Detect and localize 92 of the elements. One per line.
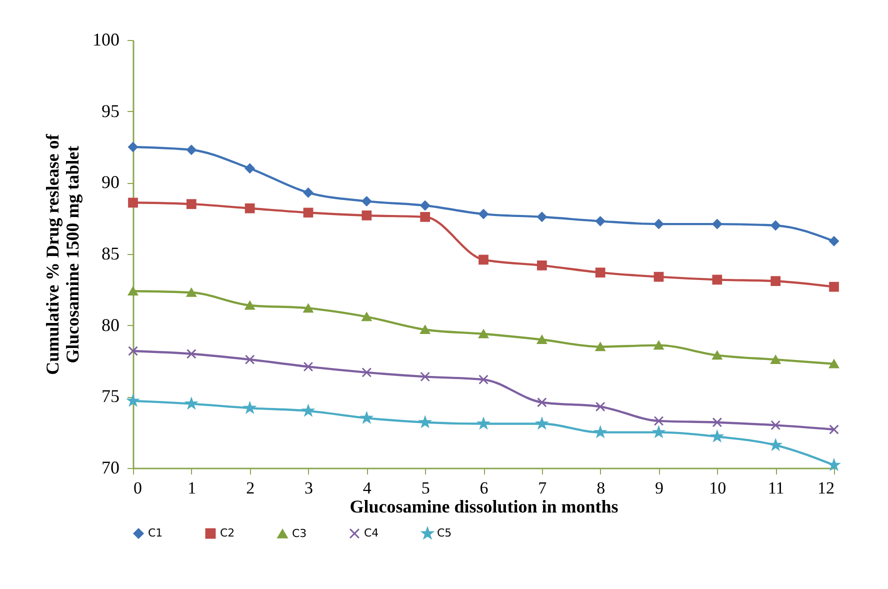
- point: [128, 142, 138, 152]
- x-tick-label: 6: [480, 478, 488, 498]
- legend-label: C5: [437, 526, 452, 540]
- legend-label: C2: [220, 526, 235, 540]
- point: [420, 325, 430, 334]
- point: [478, 254, 488, 265]
- point: [186, 348, 196, 359]
- point: [654, 272, 664, 282]
- point: [536, 418, 548, 429]
- point: [595, 268, 606, 278]
- y-axis-title: Cumulative % Drug reslease of Glucosamine 1500 mg tablet: [42, 133, 82, 375]
- point: [654, 416, 664, 426]
- point: [244, 203, 255, 214]
- x-tick-label: 11: [768, 478, 784, 498]
- point: [244, 300, 255, 310]
- point: [770, 355, 781, 364]
- point: [478, 330, 488, 338]
- point: [829, 359, 839, 368]
- point: [712, 430, 723, 442]
- point: [244, 402, 256, 413]
- point: [244, 354, 255, 365]
- point: [420, 372, 430, 382]
- point: [536, 212, 547, 222]
- x-tick-label: 8: [596, 478, 606, 498]
- point: [653, 426, 664, 438]
- point: [770, 439, 782, 450]
- point: [594, 426, 606, 438]
- y-tick-label: 75: [102, 386, 120, 406]
- point: [595, 216, 606, 226]
- x-tick-label: 10: [709, 478, 726, 498]
- y-tick-label: 70: [102, 458, 120, 478]
- x-tick-label: 2: [246, 478, 255, 498]
- x-tick-label: 7: [538, 478, 548, 498]
- x-tick-label: 1: [188, 478, 196, 498]
- y-tick-label: 85: [102, 244, 120, 264]
- point: [536, 335, 547, 344]
- point: [303, 188, 314, 198]
- point: [186, 398, 197, 409]
- point: [829, 236, 839, 246]
- point: [770, 220, 781, 230]
- point: [303, 208, 314, 218]
- y-tick-label: 100: [92, 30, 120, 50]
- point: [128, 286, 138, 296]
- point: [478, 418, 490, 429]
- y-tick-label: 95: [102, 100, 120, 121]
- point: [303, 304, 314, 313]
- x-tick-label: 5: [421, 478, 430, 498]
- point: [829, 282, 839, 292]
- point: [128, 198, 138, 208]
- point: [244, 163, 255, 174]
- point: [770, 420, 781, 430]
- x-tick-label: 0: [134, 478, 142, 498]
- point: [361, 412, 372, 423]
- point: [362, 312, 372, 322]
- point: [362, 196, 372, 206]
- x-tick-label: 4: [362, 478, 372, 498]
- point: [654, 219, 664, 229]
- point: [362, 367, 372, 378]
- legend-label: C1: [148, 526, 163, 540]
- point: [595, 342, 606, 352]
- point: [536, 397, 547, 408]
- point: [654, 340, 664, 350]
- point: [478, 209, 488, 219]
- point: [420, 200, 430, 210]
- point: [302, 405, 314, 416]
- x-tick-label: 12: [818, 478, 834, 498]
- point: [478, 374, 488, 384]
- point: [186, 144, 196, 155]
- point: [712, 219, 722, 229]
- point: [595, 402, 606, 412]
- legend-label: C4: [364, 526, 379, 540]
- legend-label: C3: [292, 526, 307, 540]
- point: [186, 288, 196, 297]
- point: [186, 199, 196, 209]
- point: [770, 276, 781, 286]
- x-axis-title: Glucosamine dissolution in months: [350, 496, 618, 516]
- point: [420, 212, 430, 222]
- point: [712, 350, 722, 360]
- point: [127, 395, 139, 406]
- x-tick-label: 3: [304, 478, 313, 498]
- point: [128, 346, 138, 356]
- point: [420, 416, 431, 428]
- point: [828, 459, 840, 470]
- point: [536, 260, 547, 270]
- x-tick-label: 9: [655, 478, 664, 498]
- point: [712, 417, 722, 428]
- point: [829, 424, 839, 434]
- y-tick-label: 90: [102, 172, 120, 192]
- point: [303, 362, 314, 372]
- y-tick-label: 80: [102, 314, 120, 335]
- point: [362, 210, 372, 220]
- point: [712, 274, 722, 285]
